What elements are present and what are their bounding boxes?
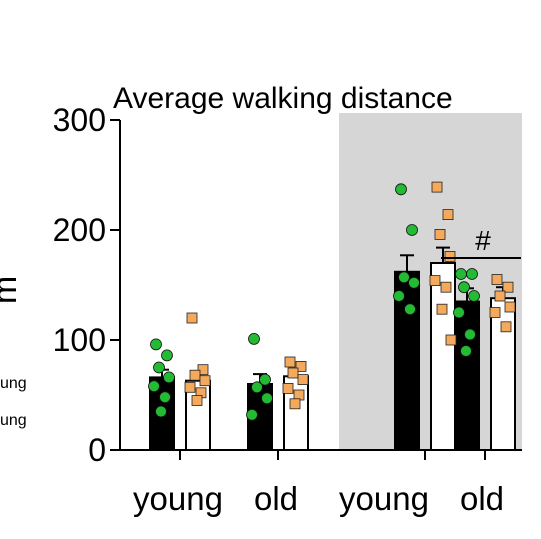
data-point — [429, 275, 441, 287]
data-point — [431, 181, 443, 193]
y-axis-label: m — [0, 276, 24, 304]
y-tick-label: 0 — [88, 432, 106, 468]
data-point — [393, 290, 405, 302]
data-point — [199, 375, 211, 387]
y-tick-label: 200 — [53, 212, 106, 248]
y-tick-label: 100 — [53, 322, 106, 358]
data-point — [408, 276, 420, 289]
data-point — [466, 268, 478, 280]
data-point — [259, 373, 271, 386]
data-point — [500, 321, 512, 333]
data-point — [398, 271, 410, 284]
data-point — [191, 395, 203, 406]
data-point — [284, 356, 296, 368]
legend-label-2: ung — [0, 412, 27, 429]
points-layer — [148, 181, 516, 421]
x-tick-label: young — [133, 480, 223, 517]
data-point — [251, 381, 263, 394]
x-tick-label: old — [460, 480, 504, 517]
axes-layer: 0 100 200 300 young old young old — [53, 102, 522, 517]
data-point — [460, 345, 472, 357]
legend-label-1: ung — [0, 375, 27, 392]
data-point — [489, 307, 501, 318]
data-point — [197, 364, 209, 376]
data-point — [445, 334, 457, 346]
data-point — [440, 281, 452, 293]
data-point — [436, 303, 448, 315]
bar — [454, 300, 480, 451]
data-point — [159, 391, 171, 404]
data-point — [289, 398, 301, 410]
x-tick-label: young — [339, 480, 429, 517]
data-point — [163, 371, 175, 384]
data-point — [246, 408, 258, 421]
data-point — [153, 361, 165, 374]
data-point — [155, 405, 167, 418]
data-point — [468, 290, 480, 302]
data-point — [504, 301, 516, 313]
data-point — [189, 369, 201, 381]
significance-mark: # — [475, 225, 491, 256]
data-point — [455, 268, 467, 280]
data-point — [282, 382, 294, 394]
bar — [490, 297, 516, 452]
data-point — [434, 228, 446, 240]
x-tick-label: old — [254, 480, 298, 517]
chart-title: Average walking distance — [113, 82, 453, 115]
data-point — [491, 274, 503, 285]
y-tick-label: 300 — [53, 102, 106, 138]
data-point — [186, 312, 198, 324]
data-point — [404, 303, 416, 316]
data-point — [494, 290, 506, 302]
data-point — [453, 306, 465, 319]
data-point — [161, 349, 173, 362]
data-point — [261, 392, 273, 405]
data-point — [295, 360, 307, 372]
data-point — [287, 367, 299, 379]
data-point — [406, 224, 418, 236]
data-point — [150, 338, 162, 351]
significance-annotation: # — [441, 225, 521, 259]
data-point — [184, 381, 196, 393]
data-point — [444, 250, 456, 262]
data-point — [458, 281, 470, 294]
data-point — [248, 332, 260, 345]
data-point — [297, 374, 309, 386]
data-point — [502, 281, 514, 293]
data-point — [464, 328, 476, 341]
data-point — [395, 183, 407, 196]
data-point — [148, 380, 160, 393]
data-point — [442, 209, 454, 221]
